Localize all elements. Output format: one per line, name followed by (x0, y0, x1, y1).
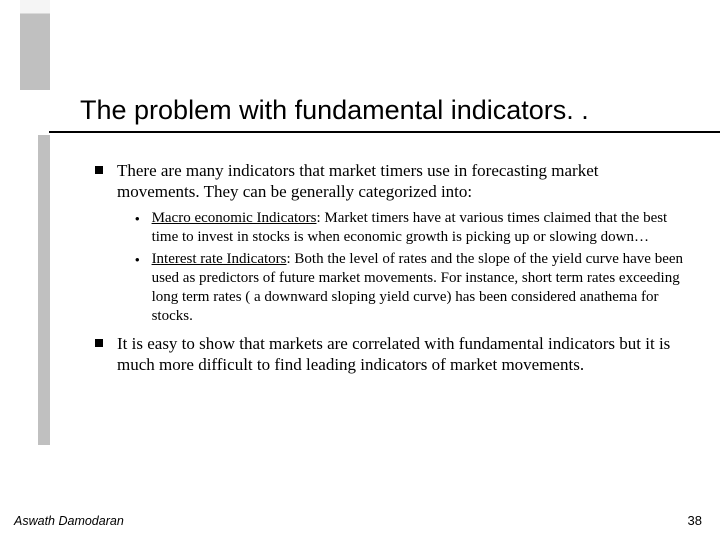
subbullet-2: • Interest rate Indicators: Both the lev… (135, 250, 685, 327)
footer-page-number: 38 (688, 513, 702, 528)
bullet-2-text: It is easy to show that markets are corr… (117, 333, 685, 376)
subbullet-1-label: Macro economic Indicators (152, 210, 317, 226)
subbullet-2-text: Interest rate Indicators: Both the level… (152, 250, 685, 327)
title-underline (49, 131, 720, 133)
dot-bullet-icon: • (135, 212, 140, 225)
title-region: The problem with fundamental indicators.… (80, 95, 700, 126)
slide-title: The problem with fundamental indicators.… (80, 95, 700, 126)
bullet-1-text: There are many indicators that market ti… (117, 160, 685, 203)
subbullet-1-text: Macro economic Indicators: Market timers… (152, 209, 685, 247)
side-bar-accent (38, 135, 50, 445)
slide: The problem with fundamental indicators.… (0, 0, 720, 540)
footer-author: Aswath Damodaran (14, 514, 124, 528)
subbullet-1: • Macro economic Indicators: Market time… (135, 209, 685, 247)
bullet-2: It is easy to show that markets are corr… (95, 333, 685, 376)
square-bullet-icon (95, 339, 103, 347)
dot-bullet-icon: • (135, 253, 140, 266)
bullet-1: There are many indicators that market ti… (95, 160, 685, 327)
square-bullet-icon (95, 166, 103, 174)
body-content: There are many indicators that market ti… (95, 160, 685, 375)
subbullet-2-label: Interest rate Indicators (152, 251, 287, 267)
bullet-1-sublist: • Macro economic Indicators: Market time… (135, 209, 685, 327)
corner-accent (20, 0, 50, 90)
